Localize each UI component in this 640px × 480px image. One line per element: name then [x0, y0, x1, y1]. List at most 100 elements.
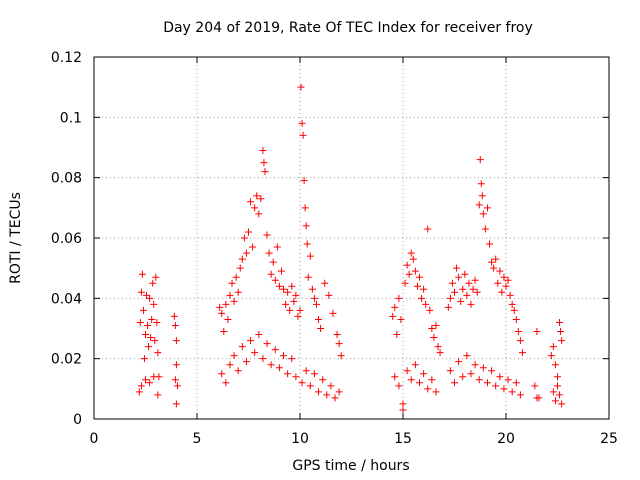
data-point — [147, 334, 155, 342]
data-point — [139, 306, 147, 314]
data-point — [486, 240, 494, 248]
data-point — [317, 325, 325, 332]
data-point — [260, 159, 268, 167]
data-point — [488, 367, 496, 375]
data-point — [533, 328, 541, 336]
data-point — [407, 249, 415, 257]
data-point — [149, 279, 157, 287]
data-point — [391, 303, 399, 311]
data-point — [150, 300, 158, 308]
data-point — [558, 400, 566, 408]
tick-labels: 0 5 10 15 20 25 0 0.02 0.04 0.06 0.08 0.1 0.12 — [51, 50, 618, 447]
data-point — [434, 343, 442, 351]
data-point — [461, 270, 469, 278]
data-point — [457, 297, 465, 305]
grid-lines — [94, 57, 609, 419]
data-point — [463, 352, 471, 360]
y-axis-label: ROTI / TECUs — [8, 192, 24, 284]
data-point — [308, 285, 316, 293]
y-tick-label: 0.02 — [51, 352, 82, 368]
data-point — [335, 388, 343, 396]
data-point — [144, 321, 152, 329]
data-point — [498, 288, 506, 296]
data-point — [558, 337, 566, 345]
data-point — [247, 198, 255, 206]
data-point — [323, 391, 331, 399]
data-point — [255, 331, 263, 339]
data-point — [504, 376, 512, 384]
data-point — [325, 291, 333, 299]
data-point — [492, 255, 500, 263]
data-point — [154, 349, 162, 357]
data-point — [234, 288, 242, 296]
data-point — [298, 379, 306, 387]
data-point — [444, 303, 452, 311]
data-point — [267, 361, 275, 369]
data-point — [315, 388, 323, 396]
data-point — [269, 258, 277, 266]
y-tick-label: 0.12 — [51, 50, 82, 66]
data-point — [475, 376, 483, 384]
data-point — [290, 297, 298, 305]
x-tick-label: 15 — [394, 431, 412, 447]
data-point — [475, 201, 483, 209]
data-point — [395, 294, 403, 302]
data-point — [226, 291, 234, 299]
data-point — [238, 343, 246, 351]
data-point — [301, 204, 309, 212]
data-point — [481, 225, 489, 233]
data-point — [259, 355, 267, 363]
data-point — [288, 282, 296, 290]
data-point — [471, 361, 479, 369]
data-point — [172, 400, 180, 408]
data-point — [234, 367, 242, 375]
data-point — [153, 318, 161, 326]
data-point — [403, 367, 411, 375]
data-point — [224, 315, 232, 323]
data-point — [271, 276, 279, 284]
data-point — [415, 379, 423, 387]
data-point — [426, 306, 434, 314]
data-point — [143, 291, 151, 299]
data-point — [142, 376, 149, 384]
data-point — [413, 282, 421, 290]
data-point — [393, 331, 401, 339]
data-point — [218, 370, 226, 378]
data-point — [249, 243, 257, 251]
data-point — [496, 373, 504, 381]
data-point — [230, 352, 238, 360]
data-point — [459, 285, 467, 293]
data-point — [170, 312, 178, 320]
data-point — [463, 291, 471, 299]
data-point — [173, 382, 181, 390]
data-point — [401, 279, 409, 287]
data-point — [424, 385, 432, 393]
data-point — [557, 328, 565, 336]
data-point — [554, 382, 561, 390]
x-tick-label: 20 — [497, 431, 515, 447]
data-point — [432, 321, 440, 329]
data-point — [263, 231, 271, 239]
data-point — [333, 331, 341, 339]
data-point — [240, 234, 248, 242]
data-point — [236, 264, 244, 272]
data-point — [172, 361, 180, 369]
data-point — [403, 261, 411, 269]
data-point — [508, 300, 516, 308]
data-point — [420, 285, 428, 293]
data-point — [476, 156, 484, 164]
data-point — [148, 315, 156, 323]
data-point — [551, 361, 559, 369]
data-point — [261, 168, 269, 176]
data-point — [418, 294, 426, 302]
data-point — [510, 306, 518, 314]
x-axis-label: GPS time / hours — [292, 458, 409, 474]
data-point — [292, 373, 300, 381]
data-point — [469, 285, 477, 293]
data-point — [535, 394, 543, 402]
data-point — [145, 343, 153, 351]
data-point — [399, 400, 407, 408]
data-point — [516, 391, 524, 399]
data-point — [137, 288, 145, 296]
